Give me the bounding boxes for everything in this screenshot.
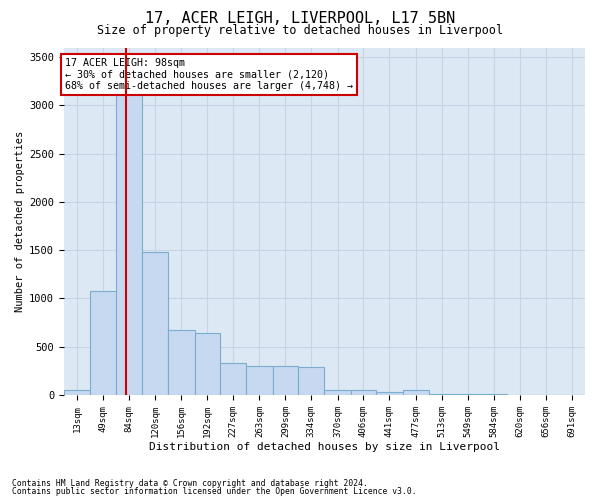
Bar [168, 330, 194, 395]
Bar [247, 366, 272, 395]
Text: Contains public sector information licensed under the Open Government Licence v3: Contains public sector information licen… [12, 487, 416, 496]
Y-axis label: Number of detached properties: Number of detached properties [15, 130, 25, 312]
Bar [351, 390, 376, 395]
X-axis label: Distribution of detached houses by size in Liverpool: Distribution of detached houses by size … [149, 442, 500, 452]
Bar [376, 392, 403, 395]
Bar [142, 252, 168, 395]
Text: Contains HM Land Registry data © Crown copyright and database right 2024.: Contains HM Land Registry data © Crown c… [12, 478, 368, 488]
Text: 17, ACER LEIGH, LIVERPOOL, L17 5BN: 17, ACER LEIGH, LIVERPOOL, L17 5BN [145, 11, 455, 26]
Bar [64, 390, 90, 395]
Bar [116, 57, 142, 395]
Bar [325, 390, 351, 395]
Bar [220, 363, 247, 395]
Text: 17 ACER LEIGH: 98sqm
← 30% of detached houses are smaller (2,120)
68% of semi-de: 17 ACER LEIGH: 98sqm ← 30% of detached h… [65, 58, 353, 92]
Bar [403, 390, 429, 395]
Bar [429, 394, 455, 395]
Bar [194, 333, 220, 395]
Bar [298, 367, 325, 395]
Text: Size of property relative to detached houses in Liverpool: Size of property relative to detached ho… [97, 24, 503, 37]
Bar [455, 394, 481, 395]
Bar [90, 291, 116, 395]
Bar [272, 366, 298, 395]
